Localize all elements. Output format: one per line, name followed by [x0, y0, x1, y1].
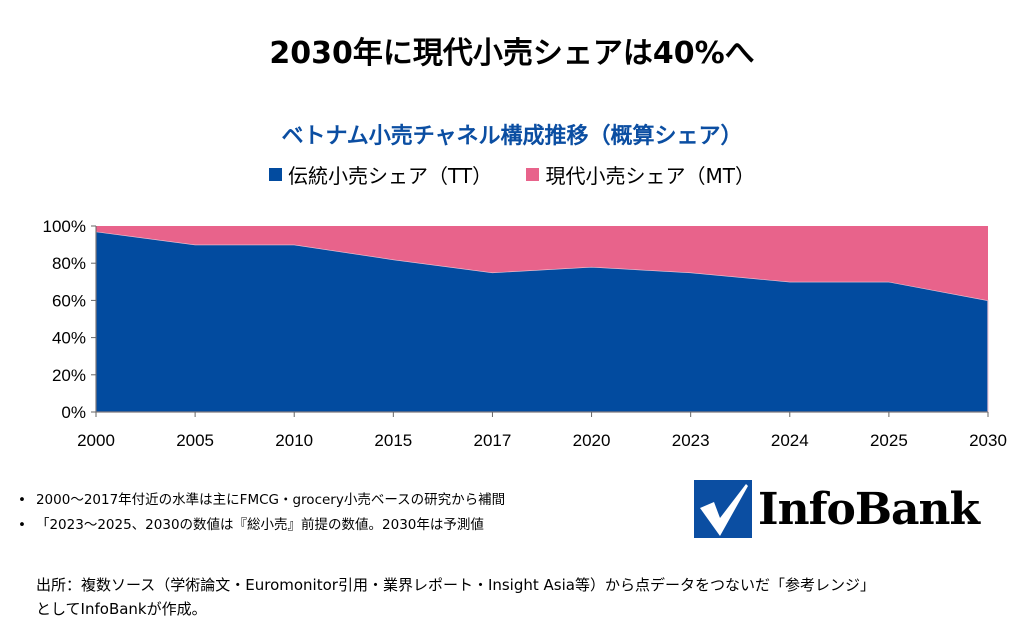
chart-title: ベトナム小売チャネル構成推移（概算シェア） — [281, 124, 743, 149]
y-tick-label: 60% — [52, 291, 86, 310]
x-tick-label: 2017 — [474, 431, 512, 450]
x-tick-label: 2030 — [969, 431, 1007, 450]
logo-text: InfoBank — [758, 483, 980, 535]
x-tick-label: 2000 — [77, 431, 115, 450]
x-tick-label: 2010 — [275, 431, 313, 450]
x-tick-label: 2024 — [771, 431, 809, 450]
y-tick-label: 20% — [52, 366, 86, 385]
x-tick-label: 2025 — [870, 431, 908, 450]
source-line: 出所：複数ソース（学術論文・Euromonitor引用・業界レポート・Insig… — [36, 576, 875, 594]
legend-item-mt: 現代小売シェア（MT） — [526, 160, 755, 189]
y-tick-label: 40% — [52, 329, 86, 348]
x-tick-label: 2023 — [672, 431, 710, 450]
legend-swatch-tt — [269, 168, 283, 181]
area-series-mt — [96, 226, 988, 301]
main-title: 2030年に現代小売シェアは40%へ — [269, 36, 755, 71]
x-tick-label: 2020 — [573, 431, 611, 450]
y-tick-label: 100% — [43, 217, 86, 236]
area-chart: 0% 20% 40% 60% 80% 100% 2000 2005 2010 2015 2017 20… — [43, 217, 1007, 450]
legend-label-tt: 伝統小売シェア（TT） — [288, 164, 493, 188]
x-tick-label: 2015 — [374, 431, 412, 450]
legend-item-tt: 伝統小売シェア（TT） — [269, 160, 492, 189]
note-item: 「2023～2025、2030の数値は『総小売』前提の数値。2030年は予測値 — [18, 513, 505, 538]
y-tick-label: 0% — [61, 403, 86, 422]
legend-label-mt: 現代小売シェア（MT） — [545, 164, 755, 188]
checkmark-logo-icon — [694, 480, 752, 538]
source-line: としてInfoBankが作成。 — [36, 600, 207, 618]
source-note: 出所：複数ソース（学術論文・Euromonitor引用・業界レポート・Insig… — [36, 573, 875, 621]
infobank-logo: InfoBank — [694, 480, 980, 538]
legend: 伝統小売シェア（TT） 現代小売シェア（MT） — [0, 160, 1024, 189]
legend-swatch-mt — [526, 168, 540, 181]
notes: 2000～2017年付近の水準は主にFMCG・grocery小売ベースの研究から… — [18, 488, 505, 538]
y-tick-label: 80% — [52, 254, 86, 273]
x-tick-label: 2005 — [176, 431, 214, 450]
note-item: 2000～2017年付近の水準は主にFMCG・grocery小売ベースの研究から… — [18, 488, 505, 513]
